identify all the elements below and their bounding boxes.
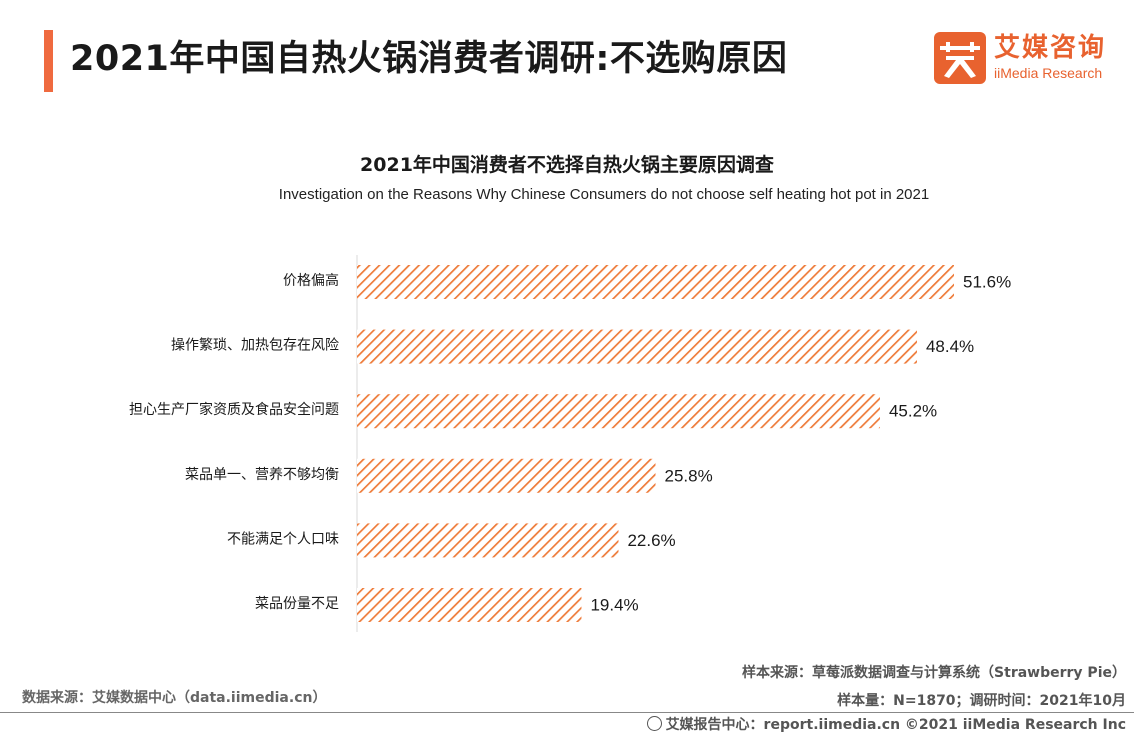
bar xyxy=(357,588,582,622)
bar xyxy=(357,265,954,299)
chart-subtitle: Investigation on the Reasons Why Chinese… xyxy=(278,186,930,203)
sample-size: 样本量：N=1870；调研时间：2021年10月 xyxy=(837,693,1126,709)
value-label: 45.2% xyxy=(889,402,937,421)
category-label: 菜品单一、营养不够均衡 xyxy=(185,467,339,483)
logo-chinese-name: 艾媒咨询 xyxy=(994,33,1107,63)
title-accent-bar xyxy=(44,30,53,92)
bar xyxy=(357,458,656,493)
iimedia-logo-icon xyxy=(934,32,986,84)
data-source: 数据来源：艾媒数据中心（data.iimedia.cn） xyxy=(22,690,327,706)
category-label: 不能满足个人口味 xyxy=(227,531,339,547)
report-center: 艾媒报告中心：report.iimedia.cn ©2021 iiMedia R… xyxy=(646,714,1126,734)
value-label: 22.6% xyxy=(627,531,675,550)
value-label: 25.8% xyxy=(665,466,713,485)
category-label: 担心生产厂家资质及食品安全问题 xyxy=(129,401,339,418)
category-label: 价格偏高 xyxy=(283,272,339,289)
chart-title: 2021年中国消费者不选择自热火锅主要原因调查 xyxy=(360,154,774,176)
report-center-text: 艾媒报告中心：report.iimedia.cn ©2021 iiMedia R… xyxy=(665,717,1126,733)
globe-icon xyxy=(646,716,662,731)
sample-source: 样本来源：草莓派数据调查与计算系统（Strawberry Pie） xyxy=(742,665,1126,681)
value-label: 51.6% xyxy=(963,272,1011,291)
bar xyxy=(357,523,619,558)
footer-divider xyxy=(0,712,1134,713)
bar xyxy=(357,394,880,429)
value-label: 48.4% xyxy=(926,337,974,356)
category-label: 操作繁琐、加热包存在风险 xyxy=(171,337,339,354)
logo-english-name: iiMedia Research xyxy=(994,65,1103,81)
value-label: 19.4% xyxy=(590,595,638,614)
page-title: 2021年中国自热火锅消费者调研:不选购原因 xyxy=(70,39,788,79)
category-label: 菜品份量不足 xyxy=(255,596,339,612)
iimedia-logo: 艾媒咨询 iiMedia Research xyxy=(934,32,1124,84)
bar xyxy=(357,329,917,364)
